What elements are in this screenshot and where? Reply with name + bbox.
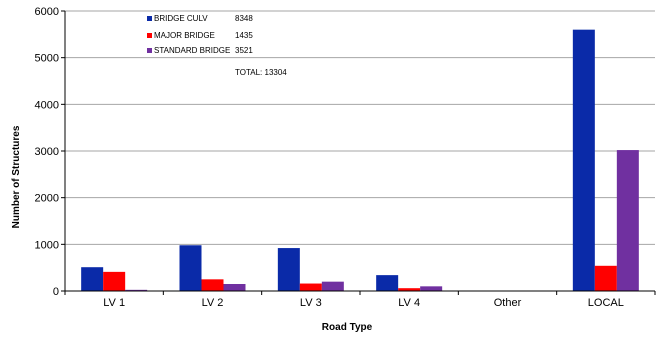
legend-swatch-major-bridge (147, 33, 152, 38)
bar-standard-bridge-lv-1 (125, 289, 148, 291)
gridlines (65, 10, 655, 245)
bar-standard-bridge-lv-4 (420, 286, 443, 291)
bar-bridge-culv-lv-2 (179, 245, 202, 291)
y-tick-label: 6000 (35, 6, 59, 18)
bars (81, 29, 639, 292)
x-tick-label: Other (494, 297, 522, 309)
y-tick-label: 5000 (35, 53, 59, 65)
x-tick-label: LV 1 (103, 297, 125, 309)
y-tick-labels: 0 1000 2000 3000 4000 5000 6000 (35, 6, 65, 298)
legend-value-bridge-culv: 8348 (235, 14, 253, 23)
legend-value-major-bridge: 1435 (235, 31, 253, 40)
bar-major-bridge-lv-2 (201, 279, 224, 291)
bar-standard-bridge-lv-2 (223, 284, 246, 291)
y-axis-title: Number of Structures (11, 125, 22, 228)
x-tick-label: LOCAL (588, 297, 624, 309)
y-tick-label: 1000 (35, 239, 59, 251)
bar-standard-bridge-lv-3 (321, 281, 344, 291)
x-tick-label: LV 2 (202, 297, 224, 309)
legend: BRIDGE CULV 8348 MAJOR BRIDGE 1435 STAND… (147, 14, 287, 77)
x-axis-title: Road Type (322, 322, 373, 333)
legend-swatch-bridge-culv (147, 16, 152, 21)
x-tick-label: LV 3 (300, 297, 322, 309)
bar-bridge-culv-lv-4 (376, 275, 399, 291)
bar-major-bridge-lv-4 (398, 288, 421, 291)
y-tick-label: 2000 (35, 193, 59, 205)
total-label: TOTAL: 13304 (235, 68, 287, 77)
y-tick-label: 0 (53, 286, 59, 298)
y-tick-label: 4000 (35, 99, 59, 111)
bar-major-bridge-local (594, 265, 617, 291)
legend-label-major-bridge: MAJOR BRIDGE (154, 31, 215, 40)
x-tick-label: LV 4 (398, 297, 420, 309)
bar-standard-bridge-local (616, 150, 639, 291)
legend-label-standard-bridge: STANDARD BRIDGE (154, 46, 230, 55)
x-tick-labels: LV 1 LV 2 LV 3 LV 4 Other LOCAL (64, 291, 656, 309)
legend-swatch-standard-bridge (147, 48, 152, 53)
legend-value-standard-bridge: 3521 (235, 46, 253, 55)
y-tick-label: 3000 (35, 146, 59, 158)
legend-label-bridge-culv: BRIDGE CULV (154, 14, 208, 23)
bar-major-bridge-lv-1 (103, 271, 126, 291)
bar-bridge-culv-lv-3 (277, 248, 300, 291)
bar-bridge-culv-local (572, 29, 595, 292)
bar-major-bridge-lv-3 (299, 283, 322, 291)
bar-bridge-culv-lv-1 (81, 267, 104, 291)
